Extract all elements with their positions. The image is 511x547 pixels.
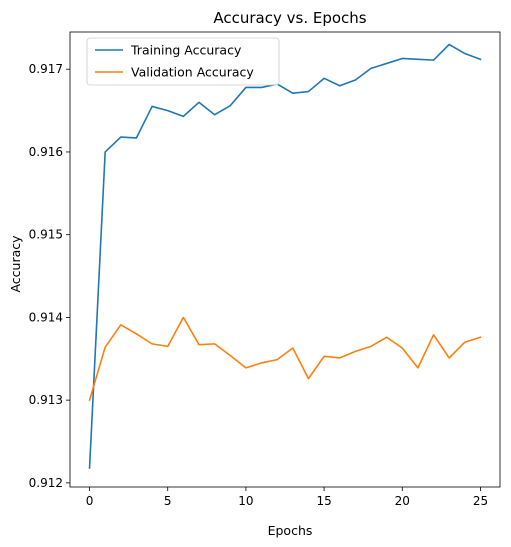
legend-box — [86, 37, 280, 86]
x-tick-label: 25 — [473, 494, 488, 508]
y-tick-label: 0.912 — [29, 476, 63, 490]
y-tick-label: 0.916 — [29, 145, 63, 159]
series-line-training-accuracy — [88, 43, 482, 469]
x-tick-label: 20 — [395, 494, 410, 508]
chart-title: Accuracy vs. Epochs — [213, 9, 366, 27]
plot-frame — [69, 31, 501, 488]
legend-label: Training Accuracy — [130, 43, 242, 58]
y-axis-label: Accuracy — [8, 235, 23, 293]
series-line-validation-accuracy — [88, 316, 482, 402]
x-tick-label: 15 — [316, 494, 331, 508]
y-tick-label: 0.917 — [29, 62, 63, 76]
x-axis-label: Epochs — [268, 523, 313, 538]
y-tick-label: 0.915 — [29, 228, 63, 242]
y-tick-label: 0.913 — [29, 393, 63, 407]
x-tick-label: 0 — [86, 494, 94, 508]
x-tick-label: 10 — [238, 494, 253, 508]
legend: Training Accuracy Validation Accuracy — [86, 37, 280, 86]
x-tick-label: 5 — [164, 494, 172, 508]
y-tick-label: 0.914 — [29, 310, 63, 324]
legend-label: Validation Accuracy — [131, 65, 254, 80]
plot-area: 0 5 10 15 20 25 0.912 0.913 0.914 0.915 0.916 0.917 — [29, 31, 501, 508]
